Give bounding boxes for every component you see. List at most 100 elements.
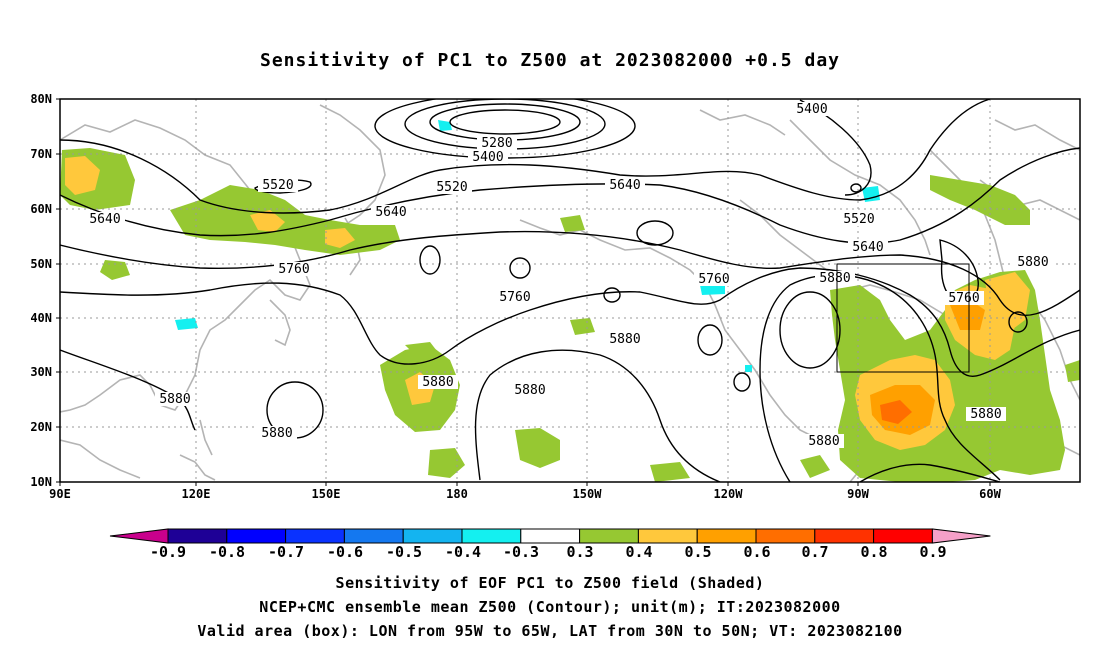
lat-label: 30N xyxy=(30,365,52,379)
colorbar-segment xyxy=(167,528,228,544)
svg-text:5880: 5880 xyxy=(261,426,292,441)
colorbar-label: -0.4 xyxy=(445,543,481,561)
chart-title: Sensitivity of PC1 to Z500 at 2023082000… xyxy=(259,50,840,71)
svg-text:5520: 5520 xyxy=(262,178,293,193)
colorbar-segment xyxy=(696,528,757,544)
caption-line-1: Sensitivity of EOF PC1 to Z500 field (Sh… xyxy=(335,574,765,592)
contour-label: 5880 xyxy=(418,375,458,390)
lat-label: 70N xyxy=(30,147,52,161)
contour-label: 5640 xyxy=(605,178,645,193)
lat-label: 10N xyxy=(30,475,52,489)
contour-label: 5880 xyxy=(966,407,1006,422)
colorbar-segment xyxy=(285,528,345,544)
svg-text:5880: 5880 xyxy=(609,332,640,347)
caption-line-3: Valid area (box): LON from 95W to 65W, L… xyxy=(197,622,903,640)
colorbar-segment xyxy=(402,528,463,544)
svg-text:5280: 5280 xyxy=(481,136,512,151)
contour-label: 5400 xyxy=(468,150,508,165)
contour-label: 5520 xyxy=(258,178,298,193)
colorbar-label: 0.9 xyxy=(919,543,946,561)
svg-text:5400: 5400 xyxy=(796,102,827,117)
lon-label: 120E xyxy=(182,487,211,501)
svg-text:5880: 5880 xyxy=(514,383,545,398)
svg-text:5640: 5640 xyxy=(89,212,120,227)
lat-label: 80N xyxy=(30,92,52,106)
colorbar-label: -0.5 xyxy=(386,543,422,561)
colorbar-label: 0.5 xyxy=(684,543,711,561)
sensitivity-shading xyxy=(60,120,1080,482)
contour-label: 5400 xyxy=(792,102,832,117)
contour-label: 5880 xyxy=(257,426,297,441)
colorbar-label: -0.8 xyxy=(209,543,245,561)
svg-text:5640: 5640 xyxy=(852,240,883,255)
svg-text:5880: 5880 xyxy=(159,392,190,407)
colorbar-label: 0.3 xyxy=(566,543,593,561)
colorbar-label: -0.9 xyxy=(150,543,186,561)
svg-text:5880: 5880 xyxy=(970,407,1001,422)
contour-label: 5520 xyxy=(432,180,472,195)
map-frame xyxy=(59,98,1081,483)
svg-text:5640: 5640 xyxy=(375,205,406,220)
colorbar-low-arrow xyxy=(109,528,169,544)
svg-text:5880: 5880 xyxy=(808,434,839,449)
contour-label: 5280 xyxy=(477,136,517,151)
contour-label: 5520 xyxy=(839,212,879,227)
valid-area-box xyxy=(836,263,970,373)
colorbar-high-arrow xyxy=(931,528,991,544)
contour-label: 5880 xyxy=(1013,255,1053,270)
svg-text:5520: 5520 xyxy=(843,212,874,227)
colorbar-label: -0.3 xyxy=(503,543,539,561)
contour-label: 5880 xyxy=(815,271,855,286)
colorbar-segment xyxy=(461,528,522,544)
colorbar-labels: -0.9 -0.8 -0.7 -0.6 -0.5 -0.4 -0.3 0.3 0… xyxy=(150,543,947,561)
axis-ticks xyxy=(56,98,991,486)
contour-label: 5880 xyxy=(605,332,645,347)
colorbar-segment xyxy=(755,528,816,544)
contour-label: 5640 xyxy=(848,240,888,255)
contour-label: 5640 xyxy=(371,205,411,220)
colorbar xyxy=(109,528,991,544)
colorbar-segment xyxy=(873,528,933,544)
contour-label: 5760 xyxy=(495,290,535,305)
lat-label: 40N xyxy=(30,311,52,325)
svg-text:5880: 5880 xyxy=(1017,255,1048,270)
colorbar-segment xyxy=(579,528,639,544)
svg-text:5760: 5760 xyxy=(698,272,729,287)
colorbar-label: 0.7 xyxy=(801,543,828,561)
colorbar-label: 0.8 xyxy=(860,543,887,561)
latitude-labels: 80N 70N 60N 50N 40N 30N 20N 10N xyxy=(30,92,52,489)
lat-label: 20N xyxy=(30,420,52,434)
svg-text:5640: 5640 xyxy=(609,178,640,193)
contour-label: 5760 xyxy=(274,262,314,277)
colorbar-segment xyxy=(520,528,581,544)
colorbar-segment xyxy=(226,528,287,544)
svg-text:5880: 5880 xyxy=(819,271,850,286)
lon-label: 180 xyxy=(446,487,468,501)
svg-text:5880: 5880 xyxy=(422,375,453,390)
colorbar-segment xyxy=(343,528,404,544)
colorbar-segment xyxy=(814,528,875,544)
lon-label: 90E xyxy=(49,487,71,501)
lat-label: 50N xyxy=(30,257,52,271)
svg-text:5760: 5760 xyxy=(499,290,530,305)
svg-text:5760: 5760 xyxy=(948,291,979,306)
contour-label: 5760 xyxy=(944,291,984,306)
colorbar-label: 0.6 xyxy=(743,543,770,561)
longitude-labels: 90E 120E 150E 180 150W 120W 90W 60W xyxy=(49,487,1001,501)
contour-label: 5880 xyxy=(155,392,195,407)
svg-text:5520: 5520 xyxy=(436,180,467,195)
colorbar-segment xyxy=(637,528,698,544)
lon-label: 150E xyxy=(312,487,341,501)
contour-label: 5640 xyxy=(85,212,125,227)
colorbar-label: 0.4 xyxy=(625,543,652,561)
svg-text:5760: 5760 xyxy=(278,262,309,277)
contour-labels: 5400 5280 5400 5520 5520 5640 5640 5640 … xyxy=(85,102,1053,449)
lon-label: 150W xyxy=(573,487,603,501)
lon-label: 90W xyxy=(847,487,869,501)
lon-label: 60W xyxy=(979,487,1001,501)
lon-label: 120W xyxy=(714,487,744,501)
contour-label: 5760 xyxy=(694,272,734,287)
caption-line-2: NCEP+CMC ensemble mean Z500 (Contour); u… xyxy=(259,598,841,616)
svg-text:5400: 5400 xyxy=(472,150,503,165)
